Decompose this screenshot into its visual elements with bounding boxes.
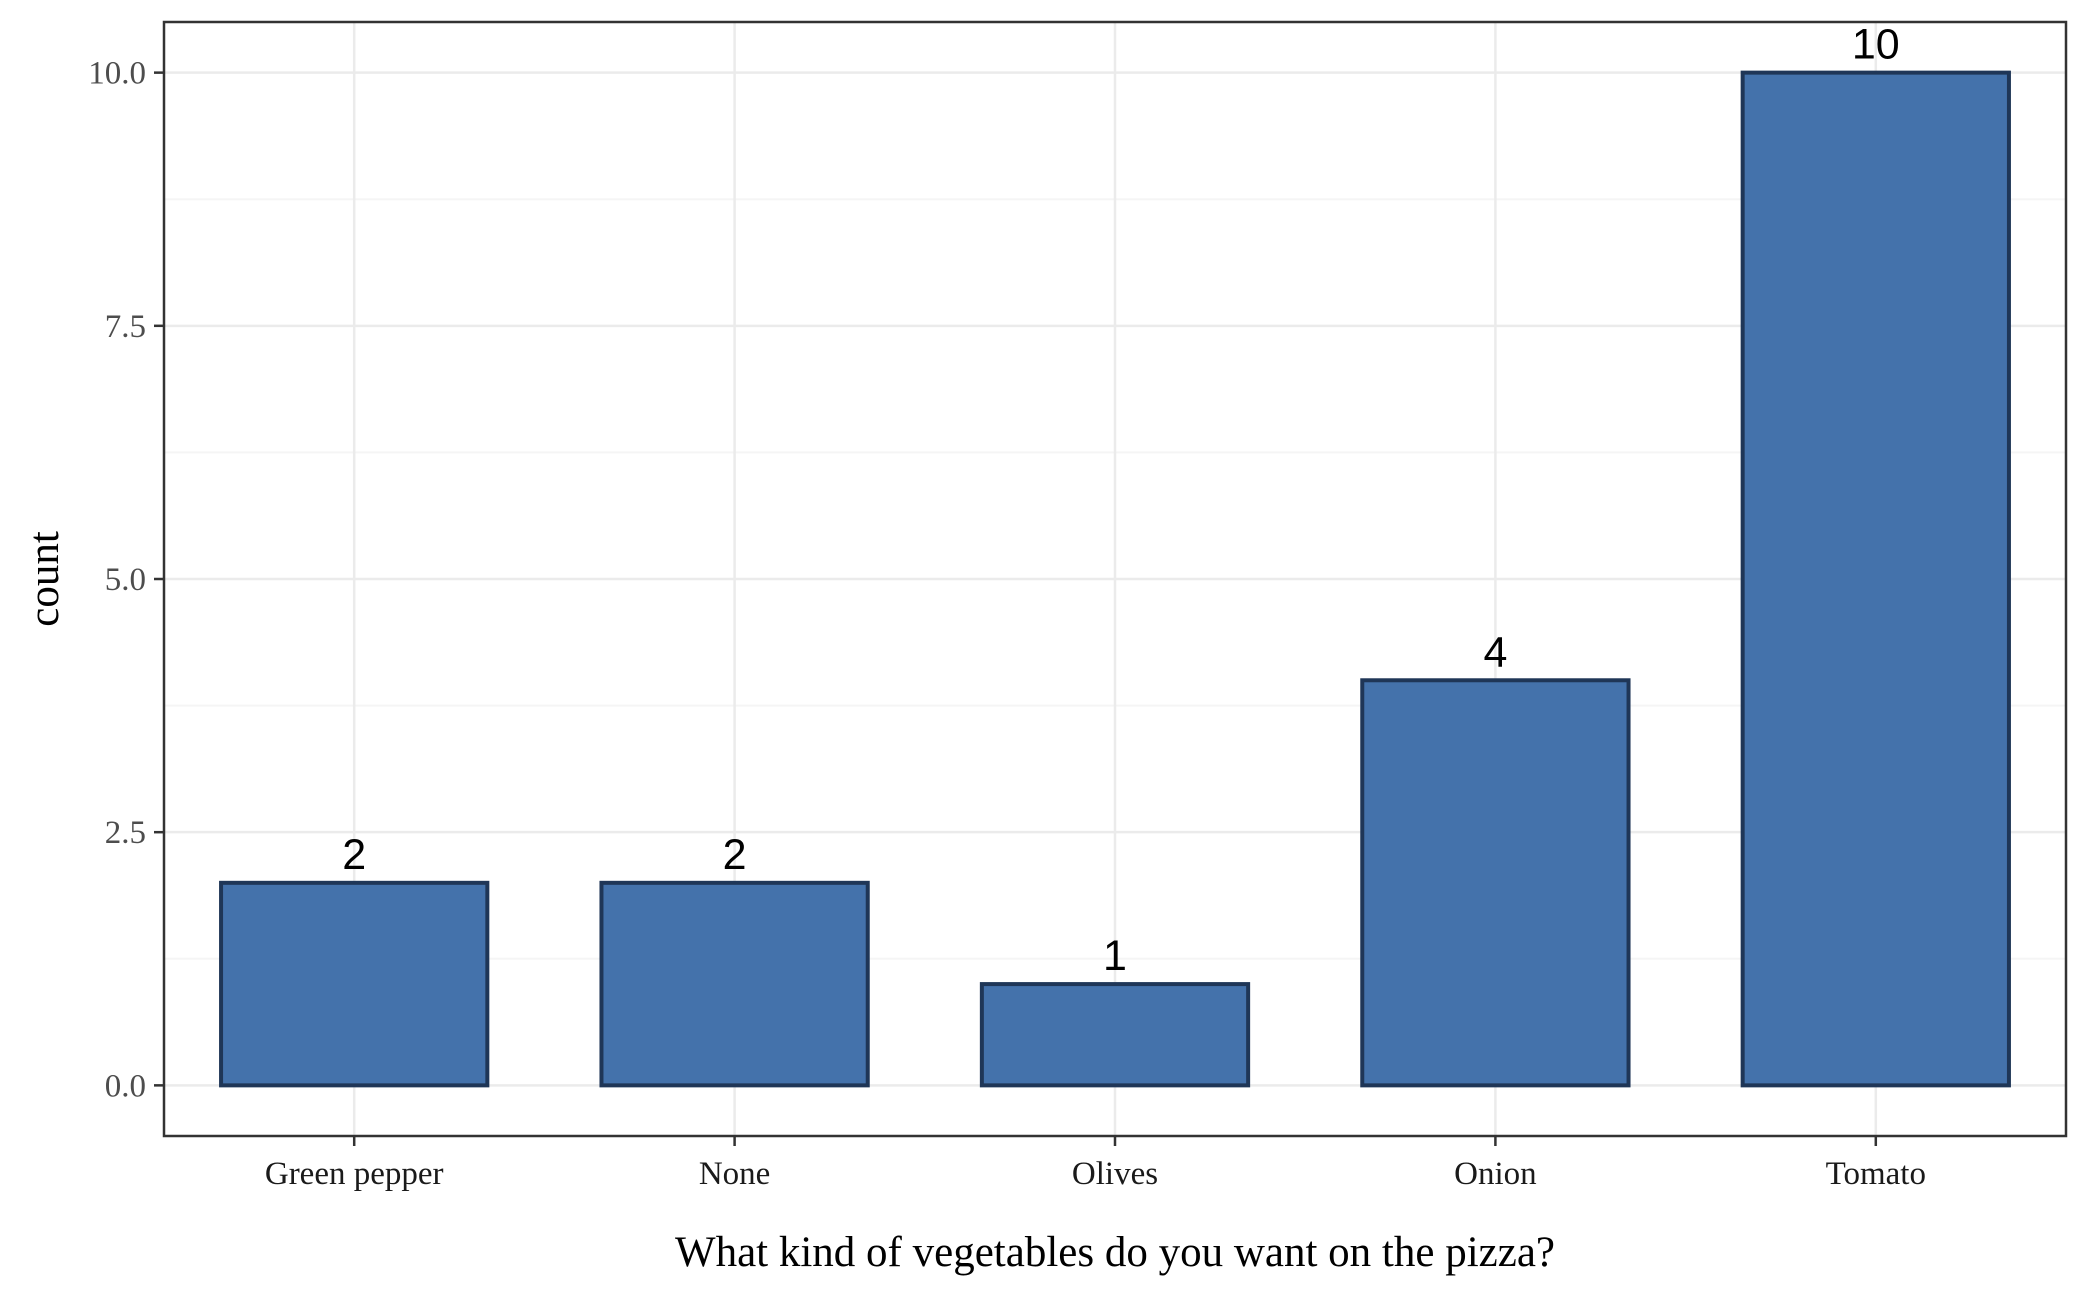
data-label: 4 (1483, 628, 1507, 676)
x-tick-label: None (699, 1156, 770, 1192)
bar-tomato (1740, 70, 2011, 1088)
y-tick-label: 10.0 (88, 56, 146, 92)
y-axis-title: count (21, 531, 68, 627)
x-axis-title: What kind of vegetables do you want on t… (675, 1229, 1555, 1276)
bars-layer (219, 70, 2011, 1088)
y-tick-label: 2.5 (105, 815, 146, 851)
x-tick-label: Tomato (1826, 1156, 1926, 1192)
y-tick-label: 5.0 (105, 562, 146, 598)
y-tick-label: 0.0 (105, 1068, 146, 1104)
data-label: 10 (1852, 21, 1900, 69)
bar-none (599, 880, 870, 1088)
y-tick-label: 7.5 (105, 309, 146, 345)
data-label: 2 (342, 831, 366, 879)
x-tick-label: Onion (1454, 1156, 1537, 1192)
data-label: 2 (723, 831, 747, 879)
axes-layer: 0.0 2.5 5.0 7.5 10.0 Green pepper None Olives On… (88, 20, 2068, 1192)
bar-onion (1360, 678, 1631, 1088)
x-tick-label: Green pepper (265, 1156, 444, 1192)
bar-green-pepper (219, 880, 490, 1088)
data-labels-layer: 2 2 1 4 10 (342, 21, 1899, 980)
x-tick-label: Olives (1072, 1156, 1158, 1192)
data-label: 1 (1103, 932, 1127, 980)
bar-olives (979, 982, 1251, 1088)
